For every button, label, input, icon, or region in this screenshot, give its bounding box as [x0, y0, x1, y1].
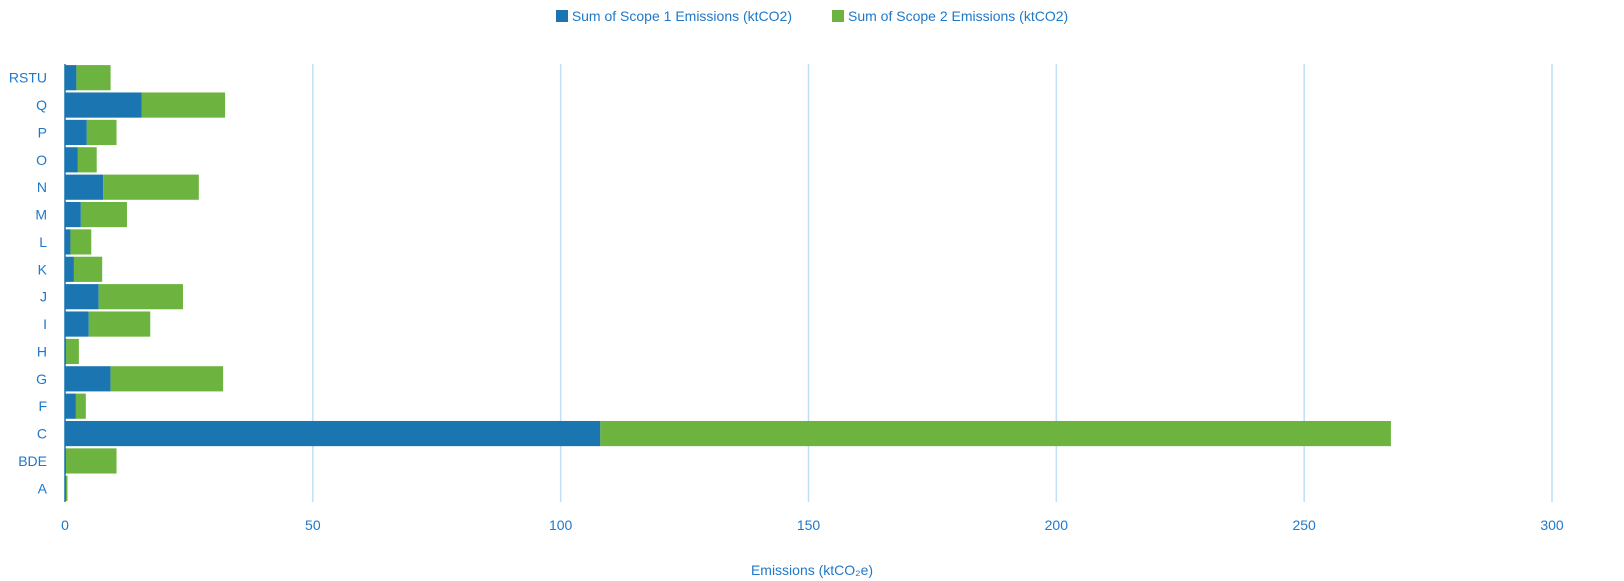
bar-N-series-2	[103, 174, 199, 200]
bar-A-series-2	[65, 475, 68, 501]
x-tick-label-0: 0	[61, 517, 69, 533]
bar-C-series-2	[600, 420, 1391, 447]
bar-C-series-1	[65, 420, 601, 447]
y-tick-label-I: I	[43, 316, 47, 332]
y-tick-label-H: H	[37, 343, 47, 359]
legend-label-scope1: Sum of Scope 1 Emissions (ktCO2)	[571, 8, 792, 24]
bar-F-series-1	[65, 393, 76, 419]
bar-BDE-series-2	[65, 448, 117, 474]
bar-O-series-1	[65, 147, 78, 173]
bar-RSTU-series-2	[76, 65, 111, 91]
bar-K-series-1	[65, 256, 74, 282]
bar-J-series-2	[98, 284, 183, 310]
legend-label-scope2: Sum of Scope 2 Emissions (ktCO2)	[848, 8, 1069, 24]
bar-G-series-2	[110, 366, 224, 392]
x-tick-label-100: 100	[549, 517, 573, 533]
y-tick-label-L: L	[39, 234, 47, 250]
y-tick-label-A: A	[38, 480, 48, 496]
y-tick-label-O: O	[36, 152, 47, 168]
x-tick-label-150: 150	[797, 517, 821, 533]
bar-P-series-1	[65, 119, 87, 146]
y-tick-label-M: M	[35, 207, 47, 223]
bar-Q-series-2	[141, 92, 226, 118]
bar-M-series-2	[80, 201, 127, 228]
bar-O-series-2	[77, 147, 97, 173]
bar-Q-series-1	[65, 92, 142, 118]
bar-G-series-1	[65, 366, 111, 392]
bar-L-series-1	[65, 229, 71, 255]
bar-L-series-2	[70, 229, 92, 255]
bar-K-series-2	[73, 256, 103, 282]
x-tick-label-50: 50	[305, 517, 321, 533]
y-tick-label-P: P	[38, 124, 47, 140]
y-tick-label-BDE: BDE	[18, 453, 47, 469]
bar-F-series-2	[75, 393, 86, 419]
legend: Sum of Scope 1 Emissions (ktCO2) Sum of …	[0, 8, 1624, 24]
bar-N-series-1	[65, 174, 104, 200]
y-tick-label-RSTU: RSTU	[9, 70, 47, 86]
bar-I-series-1	[65, 311, 89, 337]
bar-I-series-2	[88, 311, 151, 337]
legend-swatch-scope2	[832, 10, 844, 22]
x-tick-label-250: 250	[1292, 517, 1316, 533]
x-tick-label-200: 200	[1045, 517, 1069, 533]
x-tick-label-300: 300	[1540, 517, 1564, 533]
y-tick-label-C: C	[37, 426, 47, 442]
bar-M-series-1	[65, 201, 81, 228]
x-axis-label: Emissions (ktCO₂e)	[750, 562, 874, 578]
y-tick-label-G: G	[36, 371, 47, 387]
bar-J-series-1	[65, 284, 99, 310]
y-tick-label-Q: Q	[36, 97, 47, 113]
y-tick-label-J: J	[40, 289, 47, 305]
legend-item-scope1: Sum of Scope 1 Emissions (ktCO2)	[555, 8, 792, 24]
y-tick-label-K: K	[38, 261, 48, 277]
bar-H-series-2	[65, 338, 79, 365]
y-tick-label-F: F	[38, 398, 47, 414]
y-tick-label-N: N	[37, 179, 47, 195]
bar-P-series-2	[86, 119, 117, 146]
legend-item-scope2: Sum of Scope 2 Emissions (ktCO2)	[832, 8, 1068, 24]
legend-swatch-scope1	[555, 10, 568, 22]
bar-RSTU-series-1	[65, 65, 77, 91]
